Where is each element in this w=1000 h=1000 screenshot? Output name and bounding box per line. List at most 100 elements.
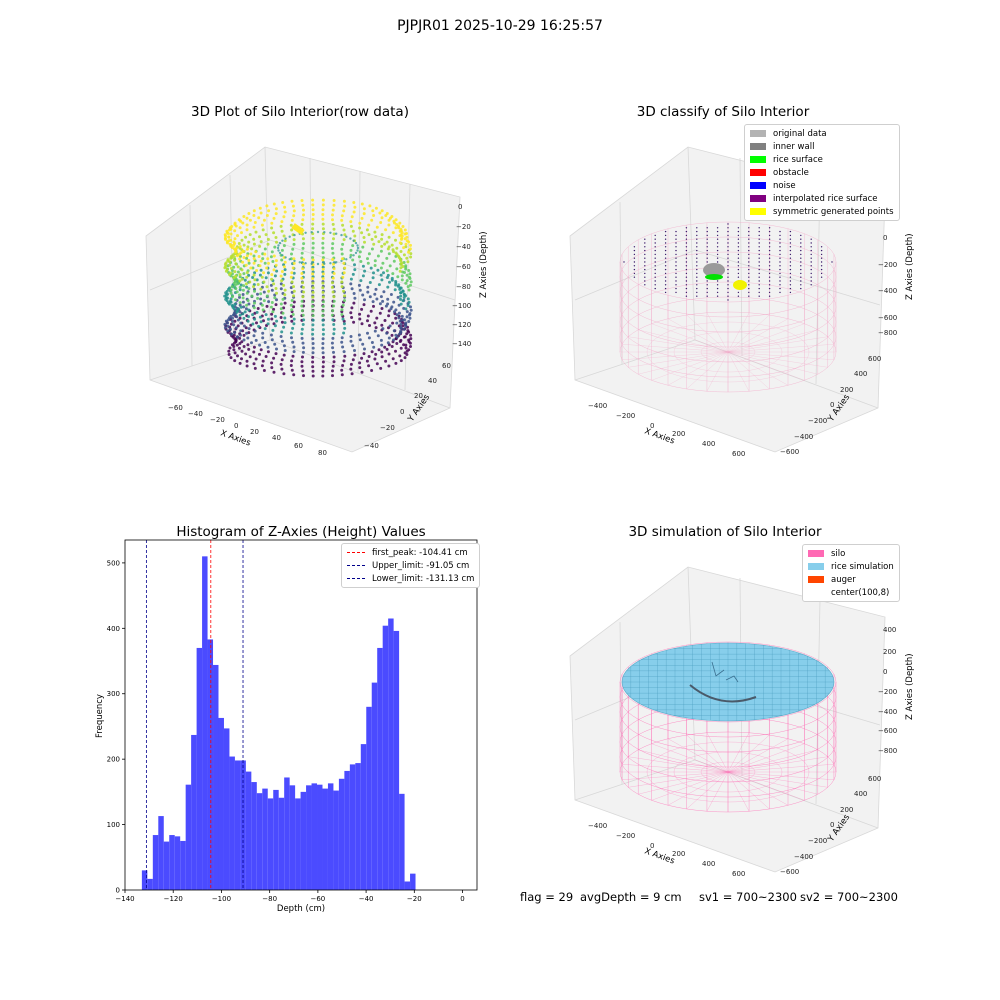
surface-point (696, 265, 698, 267)
point (272, 231, 276, 235)
surface-point (727, 295, 729, 297)
point (227, 318, 230, 322)
point (233, 237, 237, 241)
histogram-bar (234, 760, 241, 890)
point (331, 318, 335, 322)
point (270, 277, 274, 281)
surface-point (654, 272, 656, 275)
point (409, 280, 413, 284)
point (291, 354, 295, 358)
point (228, 260, 232, 264)
point (353, 205, 357, 209)
point (279, 224, 283, 228)
point (233, 331, 237, 334)
surface-point (696, 253, 698, 256)
point (404, 307, 408, 311)
point (321, 351, 325, 355)
x-tick: 0 (234, 422, 238, 430)
histogram-bar (191, 734, 197, 890)
z-tick: −200 (878, 688, 897, 696)
point (239, 333, 242, 337)
surface-point (633, 268, 636, 271)
point (391, 357, 395, 361)
point (292, 317, 296, 321)
point (349, 335, 353, 338)
point (379, 366, 383, 370)
point (258, 206, 262, 210)
point (404, 245, 408, 249)
point (394, 361, 398, 365)
point (358, 288, 362, 292)
surface-point (768, 253, 771, 256)
point (247, 327, 251, 331)
point (257, 216, 261, 220)
surface-point (685, 253, 688, 256)
x-tick: −400 (588, 402, 607, 410)
point (300, 251, 304, 255)
point (330, 246, 334, 250)
point (238, 336, 242, 340)
point (282, 372, 286, 376)
point (261, 331, 265, 335)
point (291, 204, 295, 208)
z-tick: 0 (883, 234, 887, 242)
point (330, 313, 334, 317)
surface-point (664, 280, 667, 282)
point (331, 276, 335, 280)
point (302, 213, 305, 217)
point (367, 355, 371, 358)
point (252, 237, 256, 241)
point (405, 235, 409, 239)
point (332, 304, 336, 308)
surface-point (748, 227, 750, 229)
point (356, 244, 359, 247)
point (262, 299, 266, 303)
surface-point (789, 230, 792, 233)
point (371, 300, 375, 304)
surface-point (664, 234, 667, 237)
surface-point (779, 261, 781, 263)
point (253, 271, 257, 275)
point (311, 365, 315, 369)
point (277, 249, 280, 252)
point (409, 283, 412, 287)
surface-point (654, 287, 656, 290)
point (372, 271, 375, 275)
point (374, 287, 378, 291)
point (349, 256, 352, 259)
surface-point (748, 268, 750, 271)
legend-label: rice simulation (831, 561, 894, 572)
point (283, 288, 287, 292)
histogram-bar (410, 873, 416, 890)
point (304, 231, 307, 234)
point (375, 316, 379, 320)
point (239, 329, 243, 333)
histogram-bar (207, 639, 214, 890)
point (292, 261, 296, 265)
point (233, 221, 237, 225)
surface-point (768, 261, 771, 263)
point (264, 313, 268, 317)
z-tick: −60 (456, 263, 471, 271)
point (284, 256, 287, 259)
point (399, 302, 403, 306)
point (380, 355, 384, 359)
surface-point (716, 246, 719, 248)
point (238, 245, 242, 248)
point (292, 242, 296, 246)
legend-label: Upper_limit: -91.05 cm (372, 560, 470, 571)
point (290, 271, 294, 275)
point (265, 304, 269, 308)
point (239, 251, 243, 255)
point (349, 367, 353, 371)
point (353, 353, 357, 357)
point (231, 320, 234, 323)
point (331, 374, 334, 378)
point (397, 283, 401, 287)
point (362, 212, 366, 216)
surface-point (737, 276, 740, 278)
point (381, 261, 385, 265)
surface-point (664, 253, 667, 256)
point (388, 324, 392, 328)
point (282, 306, 286, 310)
